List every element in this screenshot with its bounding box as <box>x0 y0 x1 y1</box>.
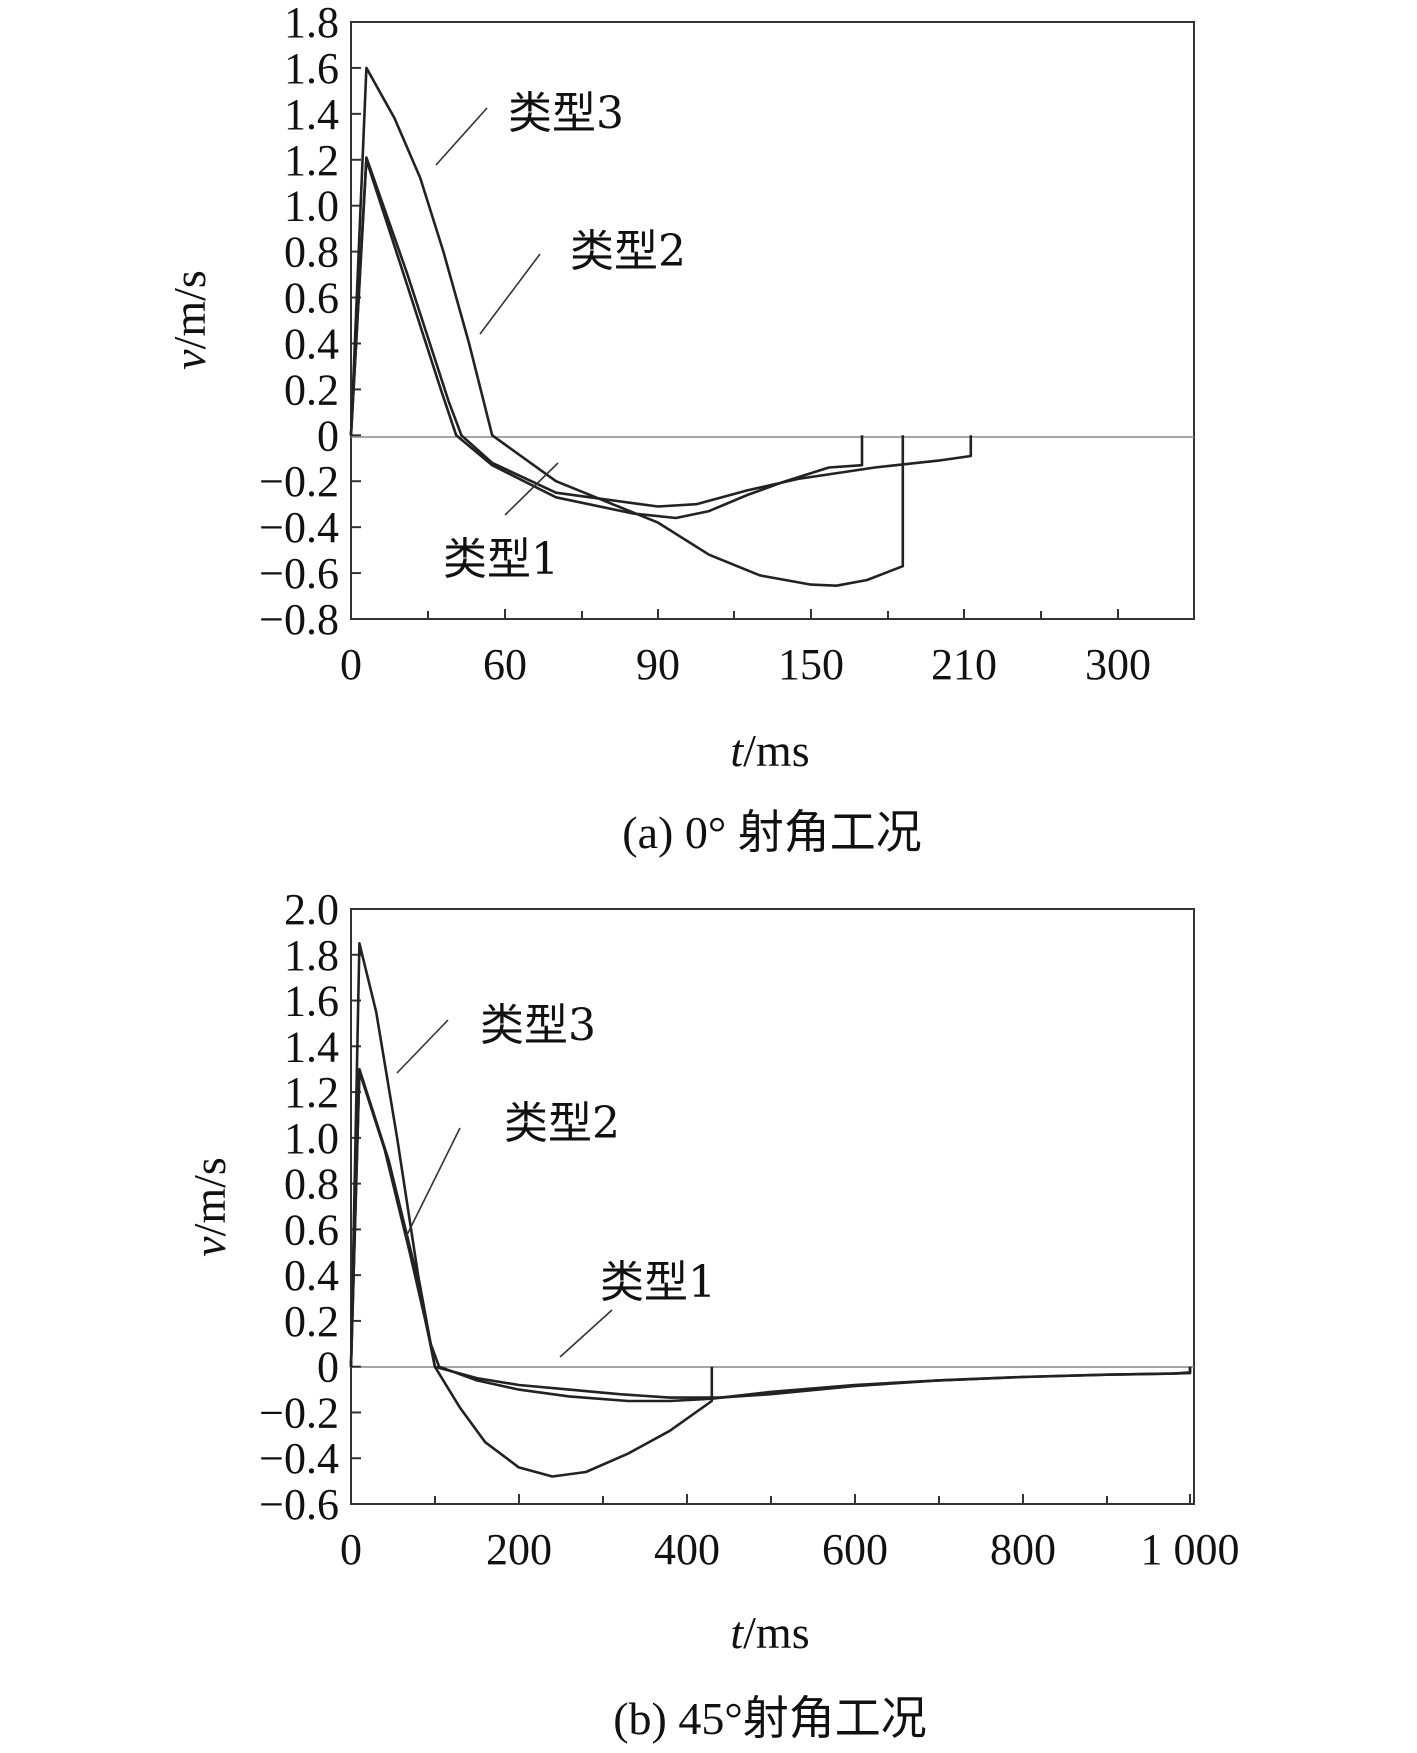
panel-a-y-tick-label: 0.2 <box>284 365 339 414</box>
panel-a-x-tick-label: 210 <box>931 640 997 689</box>
panel-b-leader-series1 <box>559 1309 613 1358</box>
panel-b-y-tick-label: 1.8 <box>284 931 339 980</box>
panel-b-label-series2: 类型2 <box>504 1098 620 1149</box>
panel-a-x-tick-label: 300 <box>1085 640 1151 689</box>
panel-a-x-tick-label: 60 <box>483 640 527 689</box>
panel-b-y-tick-label: 1.0 <box>284 1114 339 1163</box>
panel-b-series-line-2 <box>349 1070 1192 1403</box>
panel-b-y-tick-label: 1.4 <box>284 1022 339 1071</box>
panel-b-x-axis: 0 200 400 600 800 1 000 <box>340 1494 1240 1574</box>
panel-b-plot-frame <box>350 908 1195 1505</box>
panel-a-y-tick-label: 1.4 <box>284 90 339 139</box>
panel-b-y-tick-label: 2.0 <box>284 885 339 934</box>
panel-a-y-tick-label: 0.4 <box>284 319 339 368</box>
panel-a-label-series2: 类型2 <box>570 226 686 277</box>
panel-b-x-tick-label: 600 <box>822 1525 888 1574</box>
panel-b-leader-series2 <box>405 1127 461 1238</box>
panel-b-x-tick-label: 400 <box>654 1525 720 1574</box>
panel-b-label-series1: 类型1 <box>600 1257 716 1308</box>
panel-b: 2.01.81.61.41.21.00.80.60.40.20−0.2−0.4−… <box>184 885 1240 1744</box>
panel-a-y-tick-label: −0.8 <box>259 595 339 644</box>
panel-b-x-tick-label: 0 <box>340 1525 362 1574</box>
panel-b-y-tick-label: −0.2 <box>259 1388 339 1437</box>
panel-b-y-tick-label: 0.4 <box>284 1251 339 1300</box>
panel-b-y-axis: 2.01.81.61.41.21.00.80.60.40.20−0.2−0.4−… <box>259 885 361 1529</box>
panel-a-leader-series1 <box>504 462 559 516</box>
panel-a-series-line-3 <box>349 66 905 587</box>
panel-a-xlabel-symbol: t <box>730 725 744 776</box>
panel-b-xlabel-symbol: t <box>730 1607 744 1658</box>
panel-a-y-tick-label: −0.6 <box>259 549 339 598</box>
panel-a-ylabel-symbol: v <box>164 349 215 370</box>
panel-a-y-tick-label: −0.2 <box>259 457 339 506</box>
panel-b-ylabel-unit: /m/s <box>184 1157 235 1236</box>
panel-a-y-tick-label: 1.6 <box>284 44 339 93</box>
panel-b-y-tick-label: 0.8 <box>284 1160 339 1209</box>
panel-b-label-series3: 类型3 <box>480 1000 596 1051</box>
panel-a-y-axis: 1.81.61.41.21.00.80.60.40.20−0.2−0.4−0.6… <box>259 0 361 644</box>
panel-a-y-tick-label: 1.8 <box>284 0 339 47</box>
panel-b-x-axis-title: t/ms <box>730 1607 809 1658</box>
panel-a-caption: (a) 0° 射角工况 <box>622 807 921 858</box>
panel-a-y-tick-label: 1.2 <box>284 136 339 185</box>
panel-b-series <box>349 942 1192 1478</box>
panel-a-xlabel-unit: /ms <box>743 725 809 776</box>
panel-a: 1.81.61.41.21.00.80.60.40.20−0.2−0.4−0.6… <box>164 0 1195 858</box>
panel-a-y-tick-label: 0.8 <box>284 228 339 277</box>
panel-b-y-axis-title: v/m/s <box>184 1157 235 1257</box>
panel-b-ylabel-symbol: v <box>184 1236 235 1257</box>
panel-a-y-tick-label: 1.0 <box>284 182 339 231</box>
panel-b-y-tick-label: −0.6 <box>259 1480 339 1529</box>
panel-b-x-tick-label: 200 <box>486 1525 552 1574</box>
panel-b-y-tick-label: −0.4 <box>259 1434 339 1483</box>
panel-a-series <box>349 66 973 587</box>
panel-a-y-tick-label: −0.4 <box>259 503 339 552</box>
panel-b-xlabel-unit: /ms <box>743 1607 809 1658</box>
panel-a-y-tick-label: 0 <box>317 411 339 460</box>
panel-a-x-tick-label: 0 <box>340 640 362 689</box>
panel-b-caption: (b) 45°射角工况 <box>613 1693 927 1744</box>
panel-b-y-tick-label: 1.2 <box>284 1068 339 1117</box>
panel-a-x-axis: 0 60 90 150 210 300 <box>340 609 1151 689</box>
panel-b-y-tick-label: 0.2 <box>284 1297 339 1346</box>
panel-a-plot-frame <box>350 21 1195 620</box>
panel-a-ylabel-unit: /m/s <box>164 270 215 349</box>
panel-a-series-line-1 <box>349 158 864 520</box>
panel-a-x-axis-title: t/ms <box>730 725 809 776</box>
panel-a-y-axis-title: v/m/s <box>164 270 215 370</box>
panel-a-label-series3: 类型3 <box>508 88 624 139</box>
panel-b-y-tick-label: 1.6 <box>284 977 339 1026</box>
panel-a-label-series1: 类型1 <box>443 534 559 585</box>
panel-b-y-tick-label: 0 <box>317 1343 339 1392</box>
panel-b-y-tick-label: 0.6 <box>284 1205 339 1254</box>
panel-a-x-tick-label: 90 <box>636 640 680 689</box>
panel-b-x-tick-label: 1 000 <box>1141 1525 1240 1574</box>
panel-b-leader-series3 <box>396 1019 449 1074</box>
panel-b-series-line-3 <box>349 942 714 1478</box>
panel-b-series-line-1 <box>349 1067 1192 1399</box>
panel-b-x-tick-label: 800 <box>990 1525 1056 1574</box>
panel-a-x-tick-label: 150 <box>778 640 844 689</box>
panel-a-series-line-2 <box>349 156 973 508</box>
panel-a-leader-series2 <box>479 253 541 335</box>
panel-a-leader-series3 <box>435 107 488 166</box>
panel-a-y-tick-label: 0.6 <box>284 274 339 323</box>
